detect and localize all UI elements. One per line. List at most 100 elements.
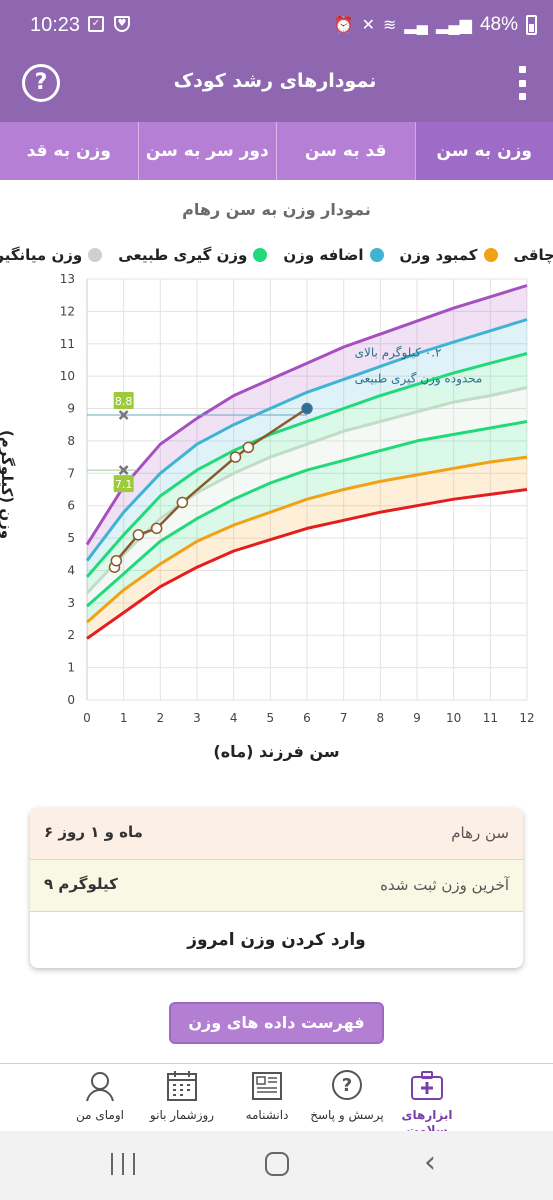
help-button[interactable]: ? (22, 64, 60, 102)
nav-calendar[interactable]: روزشمار بانو (137, 1068, 227, 1123)
tab-height-for-age[interactable]: قد به سن (276, 122, 415, 180)
age-row: سن رهام ۶ ماه و ۱ روز (30, 808, 523, 860)
x-tick-label: 1 (120, 711, 128, 725)
child-weight-point (176, 496, 189, 509)
x-tick-label: 3 (193, 711, 201, 725)
bottom-navigation: ابزارهای سلامت ? پرسش و پاسخ دانشنامه رو… (0, 1063, 553, 1137)
svg-text:?: ? (342, 1075, 352, 1096)
weight-label: آخرین وزن ثبت شده (380, 876, 509, 894)
kebab-dot (518, 79, 526, 87)
nav-profile[interactable]: اومای من (55, 1068, 145, 1123)
legend-label: وزن میانگین (0, 246, 83, 264)
nav-label-profile: اومای من (76, 1108, 124, 1122)
legend-dot-icon (88, 248, 103, 262)
legend-label: وزن گیری طبیعی (118, 246, 248, 264)
battery-percent: 48% (479, 14, 518, 35)
recent-bar (122, 1153, 124, 1175)
x-tick-label: 11 (483, 711, 498, 725)
x-axis-label: سن فرزند (ماه) (213, 742, 340, 761)
band-fill (87, 285, 527, 561)
x-tick-label: 7 (340, 711, 348, 725)
nav-label-encyclopedia: دانشنامه (245, 1108, 289, 1122)
chart-title: نمودار وزن به سن رهام (182, 200, 371, 219)
y-tick-label: 3 (67, 596, 75, 610)
y-tick-label: 10 (60, 369, 75, 383)
y-tick-label: 13 (60, 272, 75, 286)
calendar-icon (167, 1071, 197, 1101)
signal-icon: ▂▄▆ (436, 17, 472, 34)
nav-questions[interactable]: ? پرسش و پاسخ (302, 1068, 392, 1123)
signal-icon: ▂▄ (404, 17, 429, 34)
status-left-icons: ✓ ♥ (88, 16, 130, 32)
y-axis-label: وزن (کیلوگرم) (0, 430, 16, 540)
legend-label: چاقی (513, 246, 553, 264)
legend-item: چاقی (514, 246, 553, 264)
check-box-icon: ✓ (88, 16, 104, 32)
app-bar: ? نمودارهای رشد کودک (0, 50, 553, 122)
child-weight-point (229, 451, 242, 463)
age-value: ۶ ماه و ۱ روز (44, 823, 143, 841)
legend-item: وزن گیری طبیعی (118, 246, 268, 264)
x-tick-label: 8 (377, 711, 385, 725)
x-tick-label: 9 (413, 711, 421, 725)
nav-health-tools[interactable]: ابزارهای سلامت (382, 1068, 472, 1138)
y-tick-label: 8 (67, 434, 75, 448)
child-weight-point (150, 522, 163, 535)
tab-bar: وزن به قد دور سر به سن قد به سن وزن به س… (0, 122, 553, 180)
child-weight-point (301, 402, 313, 415)
y-tick-label: 6 (67, 499, 75, 513)
mute-icon: ✕ (361, 17, 375, 34)
band-curve (86, 455, 528, 624)
legend-dot-icon (483, 248, 498, 262)
encyclopedia-icon (252, 1072, 282, 1100)
band-curve (85, 284, 528, 546)
child-weight-point (132, 529, 145, 541)
nav-label-calendar: روزشمار بانو (149, 1108, 215, 1122)
recent-apps-button[interactable] (111, 1153, 135, 1175)
lower-marker-badge-bg (113, 475, 134, 493)
alarm-icon: ⏰ (333, 17, 354, 34)
kebab-dot (518, 93, 526, 100)
upper-marker-badge: 8.8 (115, 395, 133, 408)
profile-icon (86, 1072, 114, 1102)
home-button[interactable] (265, 1152, 289, 1176)
page-title: نمودارهای رشد کودک (173, 70, 377, 92)
shield-icon: ♥ (114, 16, 130, 32)
question-icon: ? (332, 1070, 362, 1100)
upper-marker-badge-bg (113, 392, 134, 410)
y-tick-label: 12 (60, 304, 75, 318)
chart-legend: چاقی کمبود وزن اضافه وزن وزن گیری طبیعی وزن … (0, 246, 553, 268)
y-tick-label: 5 (67, 531, 75, 545)
band-fill (87, 353, 527, 594)
weight-value: ۹ کیلوگرم (44, 875, 118, 893)
nav-encyclopedia[interactable]: دانشنامه (222, 1068, 312, 1123)
x-tick-label: 10 (446, 711, 461, 725)
legend-label: کمبود وزن (399, 246, 478, 264)
legend-items: چاقی کمبود وزن اضافه وزن وزن گیری طبیعی وزن … (0, 246, 553, 264)
age-label: سن رهام (451, 824, 509, 842)
y-tick-label: 11 (60, 337, 75, 351)
tab-weight-for-height[interactable]: وزن به قد (26, 141, 111, 161)
battery-icon (526, 15, 537, 35)
x-marker (118, 465, 129, 475)
x-marker (118, 410, 129, 420)
annotation-line-2: محدوده وزن گیری طبیعی (355, 372, 483, 387)
tab-weight-for-age[interactable]: وزن به سن (414, 122, 553, 180)
x-tick-label: 6 (303, 711, 311, 725)
legend-dot-icon (369, 248, 384, 262)
y-tick-label: 7 (67, 466, 75, 480)
y-tick-label: 1 (67, 661, 75, 675)
legend-item: وزن میانگین (0, 246, 103, 264)
wifi-icon: ≋ (382, 17, 397, 34)
weight-row: آخرین وزن ثبت شده ۹ کیلوگرم (30, 860, 523, 912)
enter-today-weight-button[interactable]: وارد کردن وزن امروز (187, 930, 366, 950)
nav-label-questions: پرسش و پاسخ (310, 1108, 384, 1122)
tab-head-for-age[interactable]: دور سر به سن (137, 122, 277, 180)
back-button[interactable]: ‹ (424, 1145, 436, 1180)
more-menu-button[interactable] (517, 66, 527, 100)
x-tick-label: 0 (83, 711, 91, 725)
child-weight-point (110, 554, 123, 567)
weight-data-list-button[interactable]: فهرست داده های وزن رهام (169, 1002, 384, 1070)
